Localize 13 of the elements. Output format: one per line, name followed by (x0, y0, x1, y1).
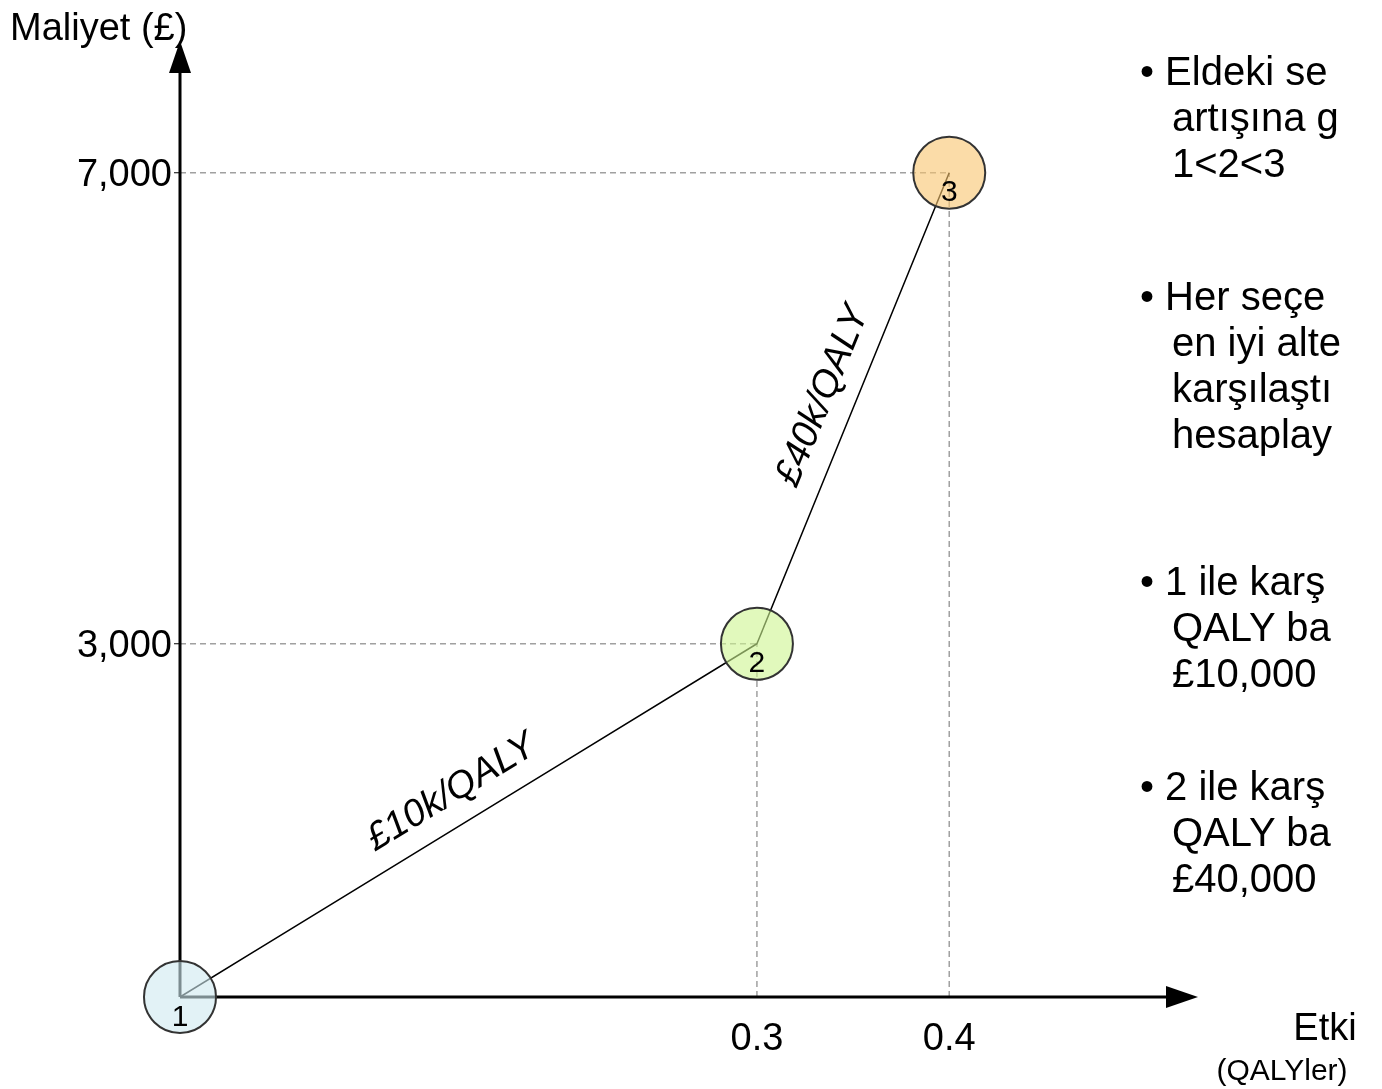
annotation: • Eldeki se artışına g 1<2<3 (1140, 49, 1339, 185)
x-tick-label: 0.4 (922, 1015, 976, 1058)
annotation: • Her seçe en iyi alte karşılaştı hesaplay (1140, 274, 1341, 456)
annotation: • 1 ile karş QALY ba £10,000 (1140, 559, 1332, 695)
y-tick-label: 3,000 (76, 623, 172, 666)
x-tick-label: 0.3 (730, 1015, 784, 1058)
y-axis-title: Maliyet (£) (10, 6, 188, 48)
annotation: 1 (171, 998, 189, 1032)
x-axis-title: Etki (QALYler) (1216, 1006, 1357, 1086)
annotation: 2 (748, 645, 766, 679)
annotation: 3 (940, 174, 958, 208)
annotation: • 2 ile karş QALY ba £40,000 (1140, 764, 1332, 900)
y-tick-label: 7,000 (76, 152, 172, 195)
